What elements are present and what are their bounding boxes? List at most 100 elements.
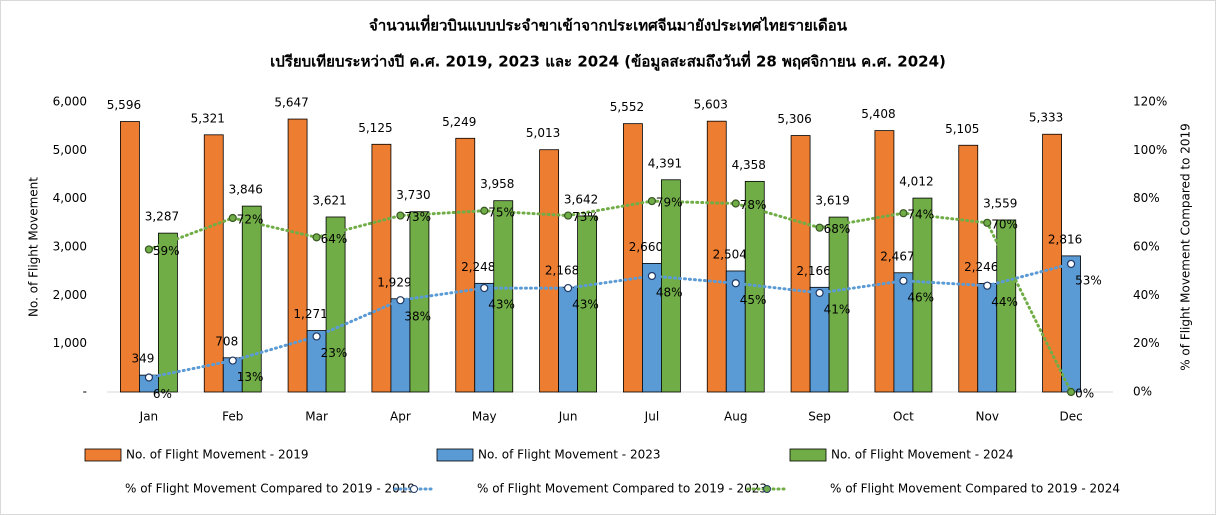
bar bbox=[539, 149, 559, 393]
bar bbox=[241, 205, 262, 393]
line-marker bbox=[228, 213, 237, 223]
bar bbox=[725, 270, 746, 393]
bar-value-label: 5,552 bbox=[610, 100, 644, 114]
legend-swatch bbox=[789, 448, 827, 462]
bar bbox=[996, 219, 1017, 393]
y-axis-label: No. of Flight Movement bbox=[27, 177, 41, 317]
x-tick-label: Jul bbox=[644, 410, 659, 424]
bar bbox=[874, 130, 895, 393]
line-value-label: 46% bbox=[907, 290, 934, 304]
bar bbox=[828, 216, 849, 393]
line-marker bbox=[228, 356, 237, 365]
bar-value-label: 5,249 bbox=[442, 115, 476, 129]
x-tick-label: Dec bbox=[1059, 410, 1082, 424]
y2-tick-label: 20% bbox=[1133, 336, 1160, 350]
legend-label: No. of Flight Movement - 2024 bbox=[831, 448, 1014, 462]
bar-value-label: 2,816 bbox=[1048, 232, 1082, 246]
legend-label: % of Flight Movement Compared to 2019 - … bbox=[830, 482, 1120, 496]
x-tick-label: Feb bbox=[222, 410, 243, 424]
line-marker bbox=[815, 288, 824, 298]
line-marker bbox=[1066, 387, 1076, 397]
line-marker bbox=[563, 283, 573, 293]
y2-tick-label: 100% bbox=[1133, 143, 1167, 157]
bar-value-label: 349 bbox=[131, 352, 154, 366]
line-value-label: 43% bbox=[572, 298, 599, 312]
bar-value-label: 3,730 bbox=[396, 188, 430, 202]
x-tick-label: Apr bbox=[390, 410, 411, 424]
line-marker bbox=[983, 281, 992, 290]
line-value-label: 74% bbox=[907, 208, 934, 222]
bar-value-label: 4,391 bbox=[648, 156, 682, 170]
bar-value-label: 2,467 bbox=[880, 249, 914, 263]
line-value-label: 43% bbox=[488, 298, 515, 312]
legend-label: % of Flight Movement Compared to 2019 - … bbox=[125, 482, 415, 496]
bar-value-label: 1,271 bbox=[293, 307, 327, 321]
line-marker bbox=[396, 296, 405, 305]
bar-value-label: 5,013 bbox=[526, 126, 560, 140]
y2-tick-label: 40% bbox=[1133, 288, 1160, 302]
line-marker bbox=[731, 199, 740, 208]
x-tick-label: Oct bbox=[893, 410, 914, 424]
bar bbox=[623, 123, 643, 393]
line-value-label: 23% bbox=[321, 346, 348, 360]
bar bbox=[287, 118, 308, 393]
bar-value-label: 3,559 bbox=[983, 196, 1017, 210]
y-tick-label: 5,000 bbox=[53, 143, 87, 157]
line-marker bbox=[144, 245, 154, 254]
chart-title: จำนวนเที่ยวบินแบบประจำขาเข้าจากประเทศจีน… bbox=[369, 15, 848, 35]
line-value-label: 68% bbox=[824, 222, 851, 236]
bar-value-label: 3,619 bbox=[815, 194, 849, 208]
line-value-label: 73% bbox=[404, 210, 431, 224]
bar bbox=[958, 144, 979, 393]
line-value-label: 59% bbox=[153, 244, 180, 258]
line bbox=[147, 199, 1073, 394]
bar-value-label: 5,321 bbox=[191, 111, 225, 125]
line-marker bbox=[396, 211, 405, 220]
x-tick-label: May bbox=[472, 410, 497, 424]
bar bbox=[371, 143, 392, 393]
x-tick-label: Jan bbox=[139, 410, 159, 424]
bar-value-label: 5,647 bbox=[274, 96, 308, 110]
bar bbox=[203, 134, 224, 393]
bar-value-label: 3,621 bbox=[312, 193, 346, 207]
y2-axis-label: % of Flight Movement Compared to 2019 bbox=[1179, 123, 1193, 371]
bar bbox=[455, 137, 476, 393]
line-value-label: 79% bbox=[656, 196, 683, 210]
bar bbox=[706, 120, 727, 393]
line-value-label: 6% bbox=[153, 387, 172, 401]
line-value-label: 38% bbox=[404, 310, 431, 324]
bar-value-label: 4,358 bbox=[732, 158, 766, 172]
bar-value-label: 4,012 bbox=[899, 175, 933, 189]
bar-value-label: 2,660 bbox=[629, 240, 663, 254]
legend-marker bbox=[763, 485, 771, 493]
line-value-label: 41% bbox=[824, 302, 851, 316]
y2-tick-label: 80% bbox=[1133, 191, 1160, 205]
y2-tick-label: 0% bbox=[1133, 385, 1152, 399]
bar-value-label: 1,929 bbox=[377, 275, 411, 289]
y-tick-label: 4,000 bbox=[53, 191, 87, 205]
bar-value-label: 2,248 bbox=[461, 260, 495, 274]
x-tick-label: Aug bbox=[724, 410, 747, 424]
bar-value-label: 3,287 bbox=[145, 210, 179, 224]
bar bbox=[642, 263, 662, 393]
bar-value-label: 2,504 bbox=[713, 247, 747, 261]
line-value-label: 78% bbox=[740, 198, 767, 212]
bar bbox=[912, 197, 933, 393]
line-value-label: 75% bbox=[488, 205, 515, 219]
bar bbox=[325, 216, 346, 393]
bar-value-label: 3,958 bbox=[480, 177, 514, 191]
line-marker bbox=[647, 196, 657, 206]
bar-value-label: 5,596 bbox=[107, 98, 141, 112]
y-tick-label: 2,000 bbox=[53, 288, 87, 302]
line-value-label: 53% bbox=[1075, 273, 1102, 287]
bar bbox=[120, 121, 140, 393]
bar bbox=[577, 215, 597, 393]
legend-marker bbox=[410, 485, 418, 493]
legend-label: No. of Flight Movement - 2019 bbox=[126, 448, 309, 462]
y2-tick-label: 120% bbox=[1133, 95, 1167, 109]
x-tick-label: Mar bbox=[305, 410, 328, 424]
bar-value-label: 3,846 bbox=[229, 183, 263, 197]
line-marker bbox=[731, 279, 740, 288]
legend-label: No. of Flight Movement - 2023 bbox=[478, 448, 661, 462]
